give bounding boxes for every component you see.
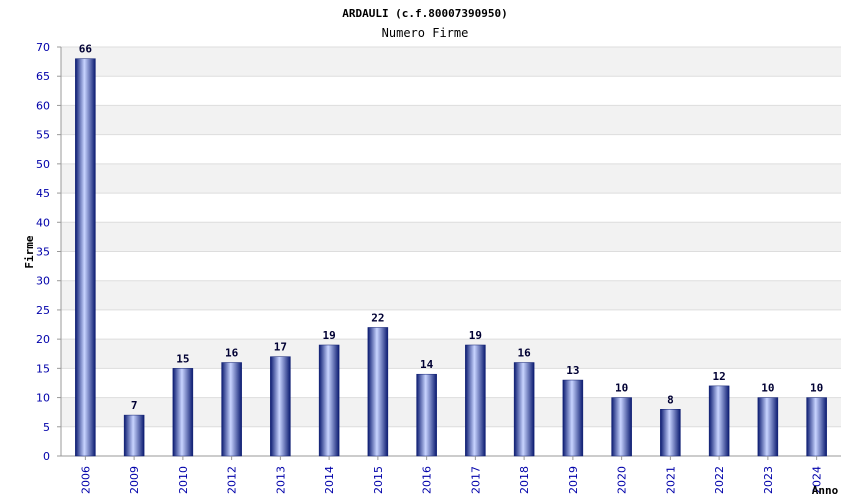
bar (367, 327, 389, 457)
data-label: 10 (761, 382, 774, 395)
x-tick-label: 2012 (226, 466, 239, 494)
x-tick-label: 2006 (79, 466, 92, 494)
data-label: 14 (420, 358, 434, 371)
bar (172, 368, 194, 457)
bar (465, 344, 486, 457)
y-tick-label: 25 (36, 304, 50, 317)
bar (416, 373, 437, 457)
grid-band (61, 47, 841, 77)
bar (513, 362, 535, 457)
y-tick-label: 50 (36, 158, 50, 171)
data-label: 22 (371, 311, 384, 324)
bar (270, 356, 291, 457)
y-tick-label: 10 (36, 392, 50, 405)
grid-band (61, 163, 841, 194)
data-label: 17 (274, 341, 287, 354)
chart-title: ARDAULI (c.f.80007390950) (342, 7, 508, 20)
data-label: 15 (176, 352, 189, 365)
data-label: 16 (518, 347, 532, 360)
y-tick-label: 0 (43, 450, 50, 463)
x-tick-label: 2010 (177, 466, 190, 494)
y-axis-label: Firme (23, 235, 36, 268)
grid-band (61, 339, 841, 369)
x-tick-label: 2021 (664, 466, 677, 494)
x-tick-label: 2017 (469, 466, 482, 494)
data-labels: 66 7 15 16 17 19 22 14 19 16 13 10 8 12 10 10 (79, 43, 824, 412)
y-tick-label: 65 (36, 70, 50, 83)
chart-subtitle: Numero Firme (382, 26, 469, 40)
x-ticks: 2006 2009 2010 2012 2013 2014 2015 2016 2017 2018… (79, 456, 824, 494)
data-label: 16 (225, 347, 239, 360)
x-tick-label: 2024 (811, 466, 824, 494)
y-tick-label: 55 (36, 129, 50, 142)
x-tick-label: 2019 (567, 466, 580, 494)
y-tick-label: 60 (36, 99, 50, 112)
grid-band (61, 222, 841, 252)
y-tick-label: 35 (36, 246, 50, 259)
x-tick-label: 2014 (323, 466, 336, 494)
bar (660, 409, 681, 457)
x-tick-label: 2023 (762, 466, 775, 494)
x-axis-label: Anno (812, 484, 839, 497)
x-tick-label: 2015 (372, 466, 385, 494)
data-label: 19 (323, 329, 336, 342)
grid-bands (61, 47, 841, 427)
grid-band (61, 105, 841, 135)
y-tick-label: 45 (36, 187, 50, 200)
bar (757, 397, 779, 457)
bar (708, 385, 730, 457)
y-tick-label: 20 (36, 333, 50, 346)
x-tick-label: 2020 (616, 466, 629, 494)
x-tick-label: 2016 (421, 466, 434, 494)
y-tick-label: 70 (36, 41, 50, 54)
x-tick-label: 2022 (713, 466, 726, 494)
bar (75, 58, 96, 457)
data-label: 7 (131, 399, 138, 412)
bar (611, 397, 632, 457)
bar (806, 397, 827, 457)
bars (75, 58, 827, 457)
data-label: 10 (810, 382, 823, 395)
y-tick-label: 5 (43, 421, 50, 434)
data-label: 19 (469, 329, 482, 342)
bar (318, 344, 340, 457)
data-label: 10 (615, 382, 628, 395)
y-ticks: 0 5 10 15 20 25 30 35 40 45 50 55 60 65 70 (36, 41, 61, 463)
x-tick-label: 2009 (128, 466, 141, 494)
data-label: 12 (713, 370, 726, 383)
x-tick-label: 2013 (274, 466, 287, 494)
data-label: 66 (79, 43, 93, 56)
y-tick-label: 40 (36, 216, 50, 229)
bar (562, 379, 584, 457)
y-tick-label: 30 (36, 275, 50, 288)
y-tick-label: 15 (36, 362, 50, 375)
grid-band (61, 280, 841, 310)
bar (123, 414, 145, 457)
data-label: 8 (667, 393, 674, 406)
bar (221, 362, 242, 457)
x-tick-label: 2018 (518, 466, 531, 494)
data-label: 13 (566, 364, 579, 377)
